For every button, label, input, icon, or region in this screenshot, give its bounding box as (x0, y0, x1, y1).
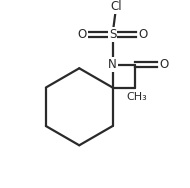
Text: O: O (160, 58, 169, 71)
Text: O: O (77, 28, 87, 41)
Text: S: S (109, 28, 116, 41)
Text: Cl: Cl (110, 0, 122, 13)
Text: O: O (139, 28, 148, 41)
Text: N: N (108, 58, 117, 71)
Text: CH₃: CH₃ (127, 92, 147, 102)
